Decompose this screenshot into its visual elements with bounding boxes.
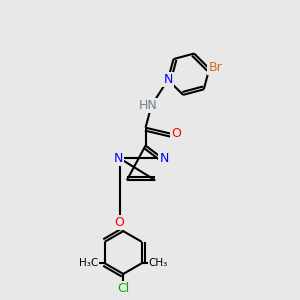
Text: O: O (171, 127, 181, 140)
Text: N: N (159, 152, 169, 165)
Text: HN: HN (139, 99, 158, 112)
Text: N: N (163, 73, 173, 86)
Text: N: N (113, 152, 123, 165)
Text: H₃C: H₃C (79, 258, 98, 268)
Text: Cl: Cl (117, 282, 129, 295)
Text: Br: Br (208, 61, 222, 74)
Text: O: O (115, 216, 124, 229)
Text: CH₃: CH₃ (148, 258, 168, 268)
